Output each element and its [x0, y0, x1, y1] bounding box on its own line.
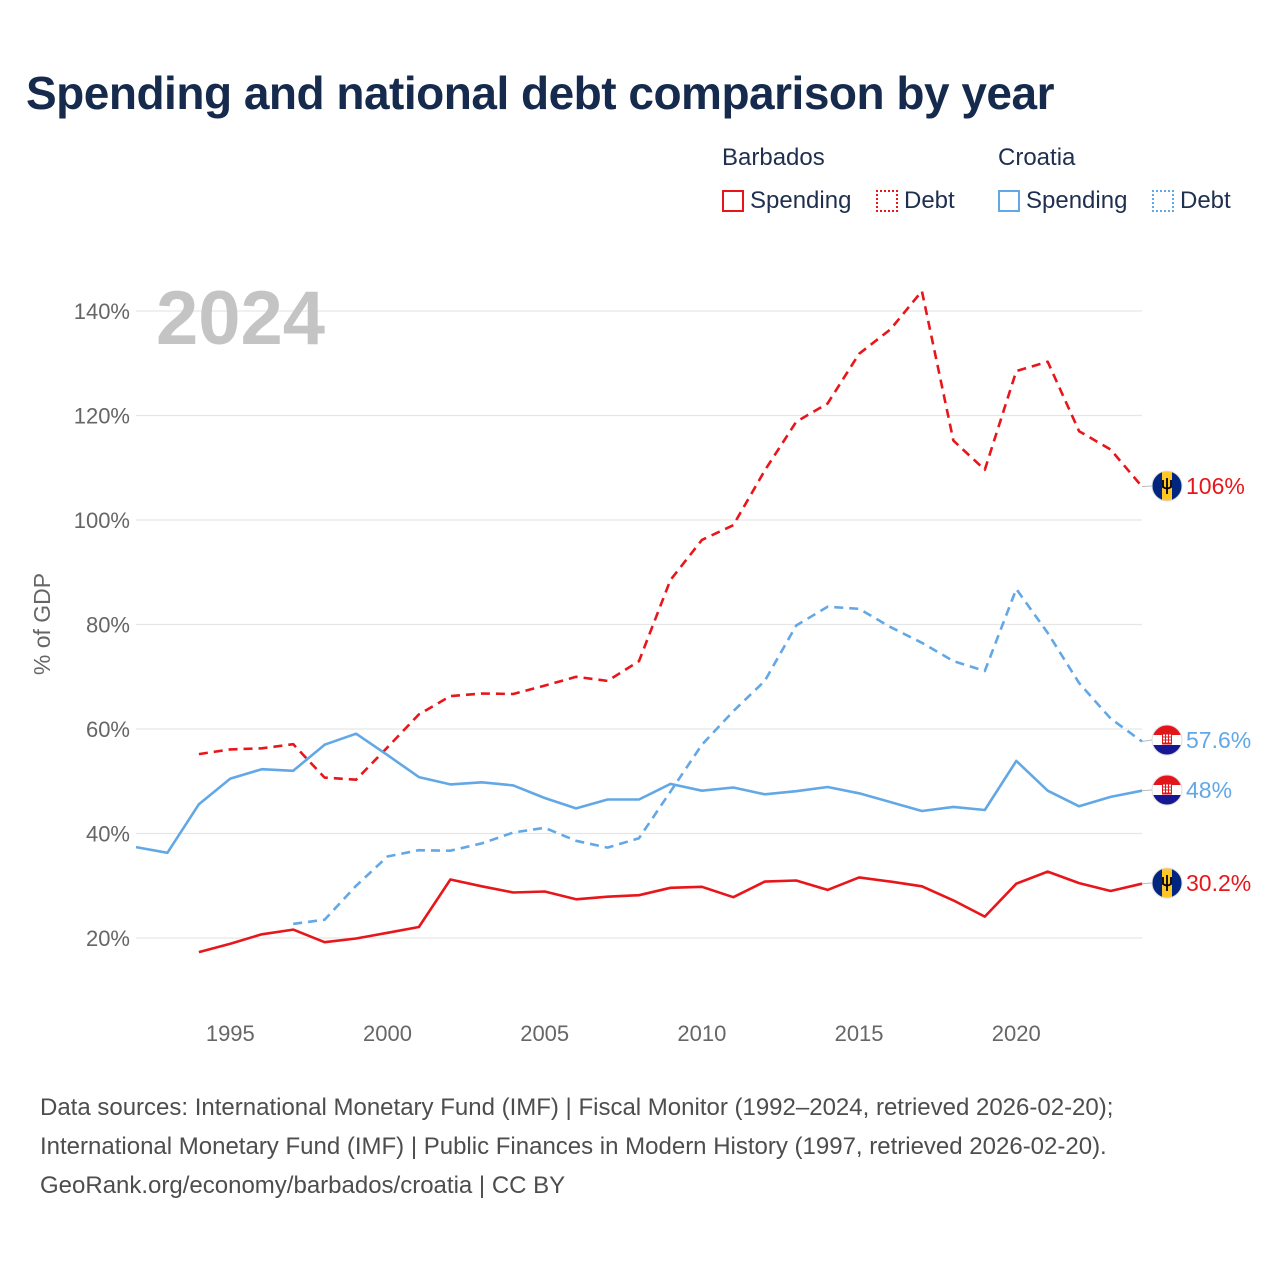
legend-swatch-dotted-blue [1152, 190, 1174, 212]
label-connector [1141, 485, 1153, 488]
end-label-barbados-debt: 106% [1186, 473, 1245, 499]
trident-icon [1162, 875, 1172, 891]
legend-swatch-solid-red [722, 190, 744, 212]
x-tick-label: 2005 [520, 1021, 569, 1046]
x-tick-label: 1995 [206, 1021, 255, 1046]
flag-band-top [1152, 775, 1182, 785]
croatia-flag-icon [1151, 774, 1183, 806]
coat-of-arms-icon [1162, 733, 1172, 745]
flag-band-bottom [1152, 795, 1182, 805]
footer-source-line-1: Data sources: International Monetary Fun… [40, 1094, 1114, 1121]
series-line-croatia-spending [135, 732, 1143, 855]
end-label-croatia-spending: 48% [1186, 777, 1232, 803]
chart-title: Spending and national debt comparison by… [26, 67, 1055, 119]
end-label-croatia-debt: 57.6% [1186, 727, 1251, 753]
legend-country-croatia: Croatia [998, 144, 1076, 171]
checkerboard-icon [1162, 734, 1172, 744]
legend-label: Spending [1026, 187, 1128, 214]
footer: Data sources: International Monetary Fun… [40, 1088, 1113, 1205]
legend-barbados-debt[interactable]: Debt [876, 186, 955, 216]
flag-band-left [1152, 868, 1162, 898]
flag-badge-ring [1151, 867, 1183, 899]
label-connector [1141, 789, 1153, 792]
y-tick-label: 20% [86, 926, 130, 951]
flag-badge-ring [1151, 470, 1183, 502]
barbados-flag-icon [1151, 867, 1183, 899]
y-tick-label: 140% [74, 299, 130, 324]
flag-band-right [1172, 868, 1182, 898]
x-tick-label: 2010 [677, 1021, 726, 1046]
y-tick-label: 100% [74, 508, 130, 533]
series-line-croatia-debt [293, 587, 1143, 926]
footer-source-line-2: International Monetary Fund (IMF) | Publ… [40, 1133, 1107, 1160]
croatia-flag-icon [1151, 724, 1183, 756]
coat-of-arms-icon [1162, 783, 1172, 795]
label-connector [1141, 739, 1153, 743]
series [135, 289, 1143, 954]
flag-band-top [1152, 725, 1182, 735]
y-tick-label: 60% [86, 717, 130, 742]
y-tick-label: 40% [86, 822, 130, 847]
series-line-barbados-debt [198, 289, 1143, 781]
axes: 20% 40% 60% 80% 100% 120% 140% 1995 2000 2005 2010… [74, 299, 1041, 1046]
end-label-barbados-spending: 30.2% [1186, 870, 1251, 896]
y-tick-label: 80% [86, 613, 130, 638]
year-watermark: 2024 [156, 276, 325, 361]
grid [136, 310, 1142, 939]
x-tick-label: 2020 [992, 1021, 1041, 1046]
trident-icon [1162, 478, 1172, 494]
legend-croatia-debt[interactable]: Debt [1152, 186, 1231, 216]
label-connector [1141, 882, 1153, 885]
flag-badge-ring [1151, 774, 1183, 806]
checkerboard-icon [1162, 784, 1172, 794]
end-labels: 106% 57.6% 48% 30.2% [1141, 470, 1251, 899]
legend-swatch-dotted-red [876, 190, 898, 212]
series-line-barbados-spending [198, 870, 1143, 954]
barbados-flag-icon [1151, 470, 1183, 502]
flag-band-left [1152, 471, 1162, 501]
flag-band-bottom [1152, 745, 1182, 755]
y-axis-label: % of GDP [29, 573, 55, 675]
flag-badge-ring [1151, 724, 1183, 756]
legend-country-barbados: Barbados [722, 144, 825, 171]
footer-attribution: GeoRank.org/economy/barbados/croatia | C… [40, 1172, 566, 1199]
flag-band-right [1172, 471, 1182, 501]
legend-croatia-spending[interactable]: Spending [998, 186, 1127, 216]
legend-label: Debt [1180, 187, 1231, 214]
x-tick-label: 2000 [363, 1021, 412, 1046]
legend-swatch-solid-blue [998, 190, 1020, 212]
y-tick-label: 120% [74, 404, 130, 429]
x-tick-label: 2015 [835, 1021, 884, 1046]
legend-barbados-spending[interactable]: Spending [722, 186, 851, 216]
legend-label: Spending [750, 187, 852, 214]
legend-label: Debt [904, 187, 955, 214]
